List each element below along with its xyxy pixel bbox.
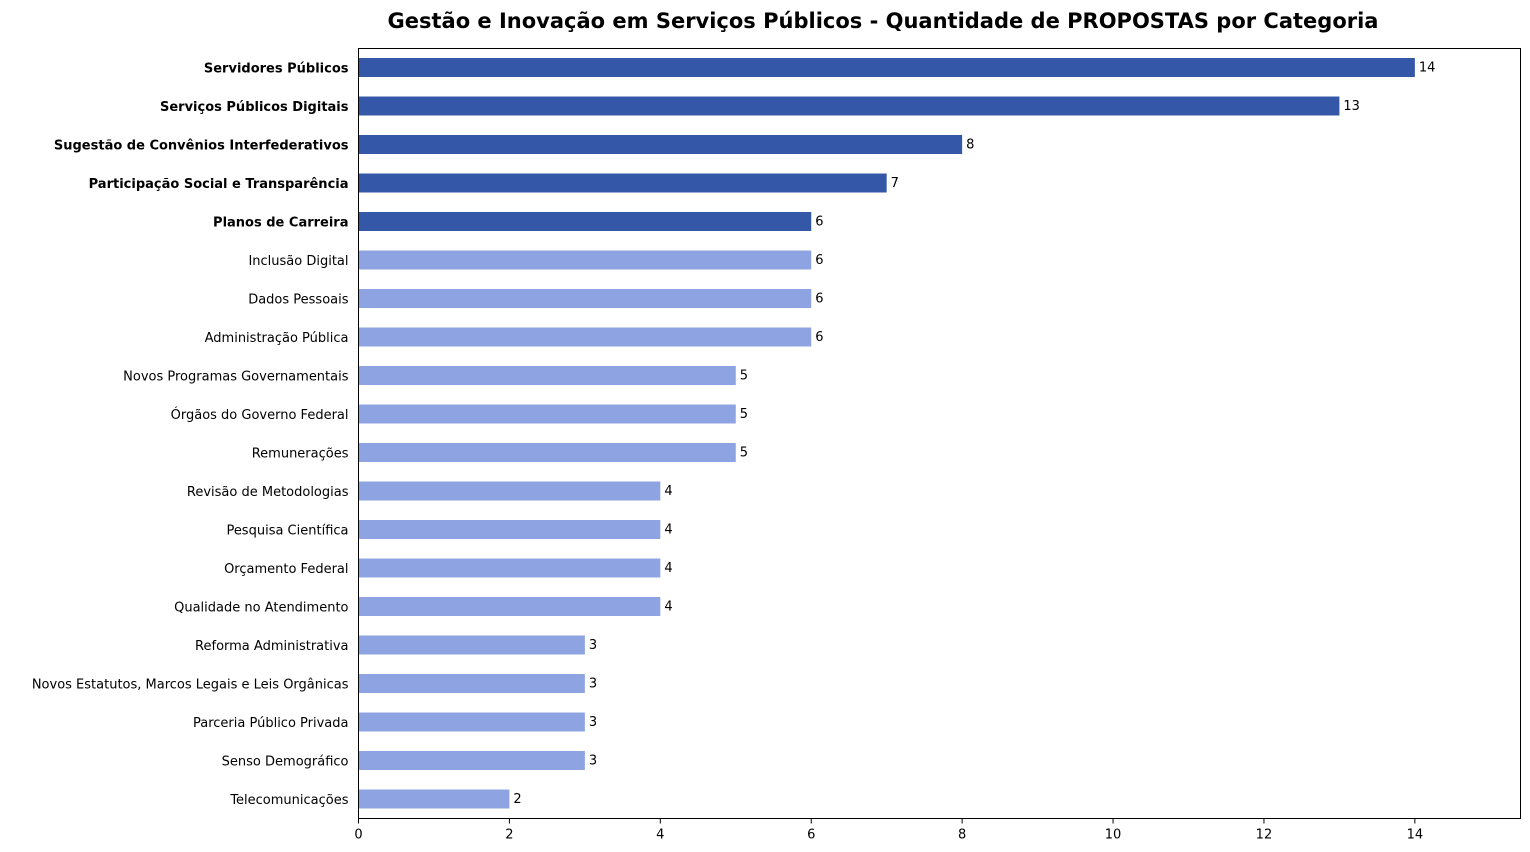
category-label-18: Senso Demográfico bbox=[222, 755, 349, 770]
value-label-4: 6 bbox=[815, 215, 823, 230]
category-label-5: Inclusão Digital bbox=[248, 254, 348, 269]
value-label-11: 4 bbox=[664, 484, 672, 499]
bar-10 bbox=[358, 443, 736, 462]
category-label-19: Telecomunicações bbox=[229, 793, 348, 808]
value-label-10: 5 bbox=[740, 446, 748, 461]
category-label-11: Revisão de Metodologias bbox=[187, 485, 349, 500]
x-axis-ticks-group: 0 2 4 6 8 10 12 14 bbox=[354, 818, 1424, 843]
category-label-12: Pesquisa Científica bbox=[226, 524, 348, 539]
category-label-2: Sugestão de Convênios Interfederativos bbox=[54, 139, 349, 154]
x-tick-label-6: 12 bbox=[1256, 828, 1273, 843]
bar-2 bbox=[358, 135, 963, 154]
bar-15 bbox=[358, 635, 585, 655]
bar-18 bbox=[358, 751, 585, 770]
value-label-5: 6 bbox=[815, 253, 823, 268]
bar-19 bbox=[358, 789, 510, 809]
bar-8 bbox=[358, 366, 736, 385]
x-tick-label-1: 2 bbox=[505, 828, 513, 843]
bar-5 bbox=[358, 250, 812, 270]
category-labels-group: Servidores Públicos Serviços Públicos Dig… bbox=[32, 62, 349, 809]
bar-9 bbox=[358, 404, 736, 424]
bar-11 bbox=[358, 481, 661, 501]
category-label-15: Reforma Administrativa bbox=[195, 639, 348, 654]
category-label-3: Participação Social e Transparência bbox=[89, 177, 349, 192]
value-label-3: 7 bbox=[891, 176, 899, 191]
bar-3 bbox=[358, 173, 887, 193]
value-label-12: 4 bbox=[664, 523, 672, 538]
value-label-16: 3 bbox=[589, 677, 597, 692]
value-label-18: 3 bbox=[589, 754, 597, 769]
x-tick-label-4: 8 bbox=[958, 828, 966, 843]
value-label-17: 3 bbox=[589, 715, 597, 730]
x-tick-label-7: 14 bbox=[1407, 828, 1424, 843]
x-tick-label-0: 0 bbox=[354, 828, 362, 843]
value-label-8: 5 bbox=[740, 369, 748, 384]
x-tick-label-5: 10 bbox=[1105, 828, 1122, 843]
chart-title: Gestão e Inovação em Serviços Públicos -… bbox=[388, 9, 1379, 33]
category-label-1: Serviços Públicos Digitais bbox=[160, 100, 349, 115]
category-label-10: Remunerações bbox=[252, 447, 349, 462]
bar-0 bbox=[358, 58, 1415, 77]
plot-frame bbox=[358, 48, 1521, 819]
bar-4 bbox=[358, 212, 812, 231]
bars-group bbox=[358, 58, 1415, 809]
value-label-9: 5 bbox=[740, 407, 748, 422]
value-label-13: 4 bbox=[664, 561, 672, 576]
category-label-14: Qualidade no Atendimento bbox=[174, 601, 348, 616]
bar-14 bbox=[358, 597, 661, 616]
bar-13 bbox=[358, 558, 661, 578]
x-tick-label-2: 4 bbox=[656, 828, 664, 843]
bar-1 bbox=[358, 96, 1340, 116]
bar-6 bbox=[358, 289, 812, 308]
value-label-2: 8 bbox=[966, 138, 974, 153]
value-label-14: 4 bbox=[664, 600, 672, 615]
category-label-17: Parceria Público Privada bbox=[193, 716, 349, 731]
category-label-13: Orçamento Federal bbox=[224, 562, 348, 577]
value-label-1: 13 bbox=[1343, 99, 1360, 114]
value-label-0: 14 bbox=[1419, 61, 1436, 76]
x-tick-label-3: 6 bbox=[807, 828, 815, 843]
bar-7 bbox=[358, 327, 812, 347]
category-label-4: Planos de Carreira bbox=[213, 216, 348, 231]
value-labels-group: 14 13 8 7 6 6 6 6 5 5 5 4 4 4 4 3 3 3 3 2 bbox=[513, 61, 1435, 808]
category-label-7: Administração Pública bbox=[205, 331, 349, 346]
bar-16 bbox=[358, 674, 585, 693]
bar-12 bbox=[358, 520, 661, 539]
value-label-19: 2 bbox=[513, 792, 521, 807]
value-label-7: 6 bbox=[815, 330, 823, 345]
value-label-15: 3 bbox=[589, 638, 597, 653]
value-label-6: 6 bbox=[815, 292, 823, 307]
category-label-16: Novos Estatutos, Marcos Legais e Leis Or… bbox=[32, 678, 349, 693]
category-label-9: Órgãos do Governo Federal bbox=[171, 407, 349, 423]
category-label-0: Servidores Públicos bbox=[204, 62, 349, 77]
category-label-6: Dados Pessoais bbox=[248, 293, 349, 308]
category-label-8: Novos Programas Governamentais bbox=[123, 370, 349, 385]
bar-17 bbox=[358, 712, 585, 732]
